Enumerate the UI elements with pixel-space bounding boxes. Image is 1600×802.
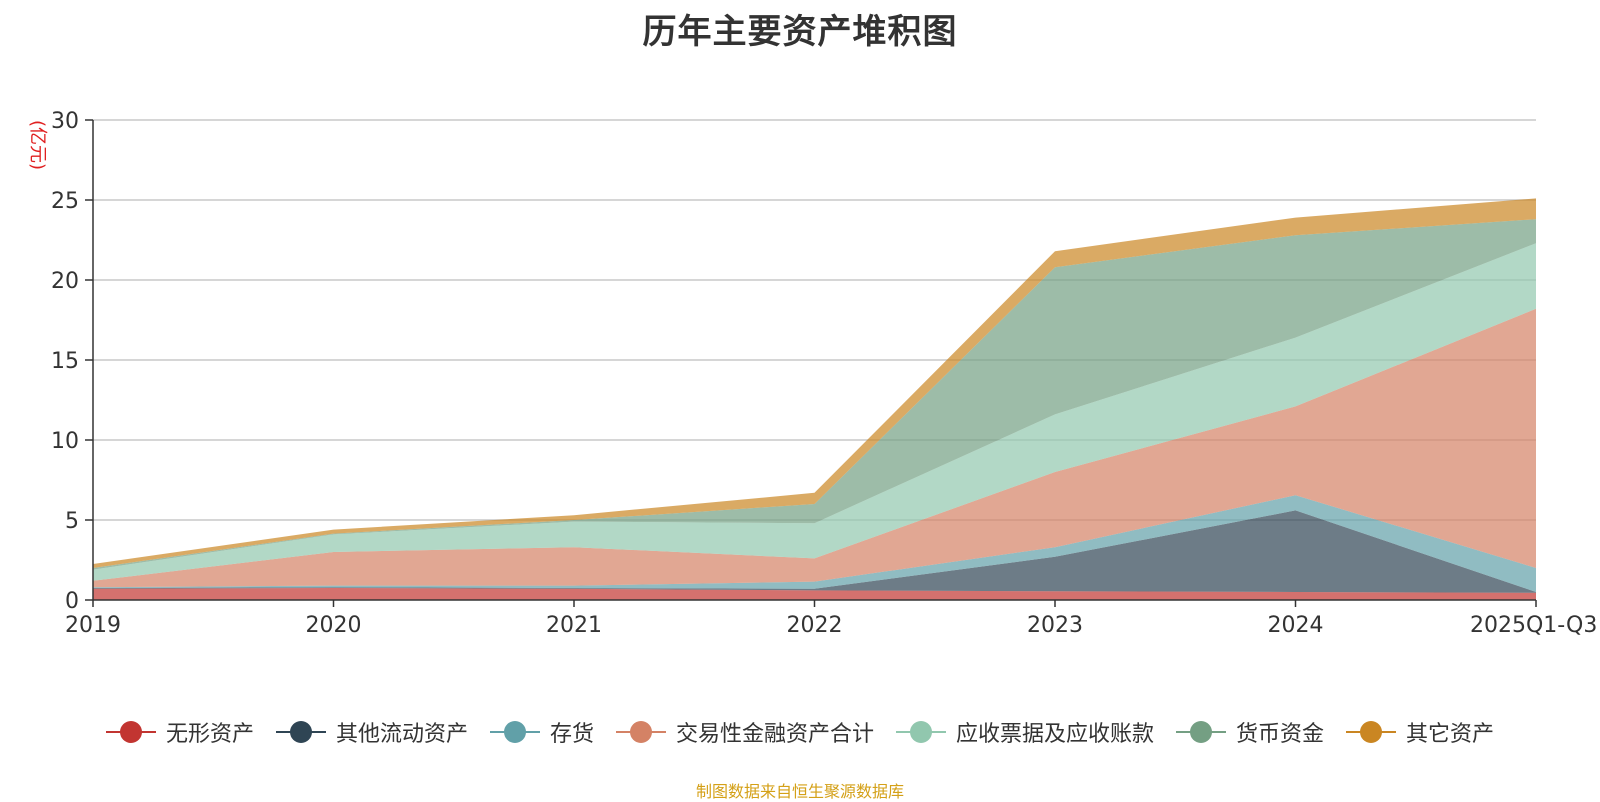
y-tick-label: 30 [51, 109, 79, 134]
area-series-7 [93, 198, 1536, 568]
legend-label: 货币资金 [1236, 722, 1325, 747]
legend-item-7[interactable]: 其它资产 [1346, 716, 1494, 748]
chart-legend: 无形资产 其他流动资产 存货 交易性金融资产合计 应收票据及应收账款 货币资金 其它资产 [0, 716, 1600, 748]
x-tick-label: 2019 [65, 613, 121, 638]
legend-label: 其他流动资产 [335, 722, 468, 747]
area-series-4 [93, 308, 1536, 588]
chart-title: 历年主要资产堆积图 [642, 12, 958, 52]
x-tick-label: 2025Q1-Q3 [1470, 613, 1597, 638]
legend-label: 应收票据及应收账款 [956, 722, 1155, 747]
legend-label: 存货 [549, 722, 594, 747]
legend-label: 其它资产 [1406, 722, 1495, 747]
legend-marker-icon [1346, 721, 1397, 743]
y-tick-label: 5 [65, 509, 79, 534]
legend-marker-icon [105, 721, 156, 743]
legend-item-3[interactable]: 存货 [489, 716, 594, 748]
x-tick-label: 2021 [546, 613, 602, 638]
legend-item-2[interactable]: 其他流动资产 [275, 716, 468, 748]
legend-marker-icon [896, 721, 946, 743]
y-tick-label: 25 [51, 189, 79, 214]
data-source-note: 制图数据来自恒生聚源数据库 [695, 782, 904, 801]
area-series-1 [93, 588, 1536, 600]
y-axis-unit-label: (亿元) [27, 120, 48, 170]
x-tick-label: 2023 [1027, 613, 1083, 638]
legend-marker-icon [615, 721, 666, 743]
legend-item-1[interactable]: 无形资产 [105, 716, 254, 748]
y-tick-label: 15 [51, 349, 79, 374]
x-tick-label: 2024 [1268, 613, 1324, 638]
legend-marker-icon [489, 721, 540, 743]
y-tick-label: 10 [51, 429, 79, 454]
legend-item-5[interactable]: 应收票据及应收账款 [896, 716, 1154, 748]
y-tick-label: 0 [65, 589, 79, 614]
area-series-2 [93, 510, 1536, 593]
legend-label: 无形资产 [165, 722, 254, 747]
legend-item-4[interactable]: 交易性金融资产合计 [615, 716, 874, 748]
x-tick-label: 2020 [306, 613, 362, 638]
legend-marker-icon [275, 721, 326, 743]
axes: 0 5 10 15 20 25 30 2019 2020 2021 2022 2023 2024 2025… [51, 109, 1597, 638]
area-series-5 [93, 243, 1536, 581]
area-series-6 [93, 219, 1536, 570]
grid-lines [93, 119, 1536, 521]
legend-label: 交易性金融资产合计 [675, 722, 874, 747]
x-tick-label: 2022 [787, 613, 843, 638]
stacked-area-chart: (亿元) 0 5 10 15 20 25 30 2019 2020 2021 2022 2023 202… [27, 109, 1597, 638]
y-tick-label: 20 [51, 269, 79, 294]
legend-marker-icon [1176, 721, 1227, 743]
legend-item-6[interactable]: 货币资金 [1176, 716, 1324, 748]
area-series-group [93, 198, 1536, 600]
